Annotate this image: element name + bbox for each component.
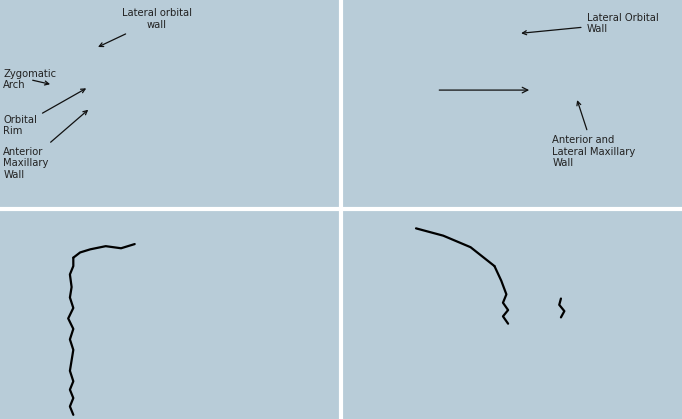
Text: Lateral orbital
wall: Lateral orbital wall [100,8,192,47]
Text: Anterior and
Lateral Maxillary
Wall: Anterior and Lateral Maxillary Wall [552,101,636,168]
Text: Zygomatic
Arch: Zygomatic Arch [3,69,57,91]
Text: Anterior
Maxillary
Wall: Anterior Maxillary Wall [3,111,87,180]
Text: Orbital
Rim: Orbital Rim [3,89,85,137]
Text: Lateral Orbital
Wall: Lateral Orbital Wall [522,13,658,35]
